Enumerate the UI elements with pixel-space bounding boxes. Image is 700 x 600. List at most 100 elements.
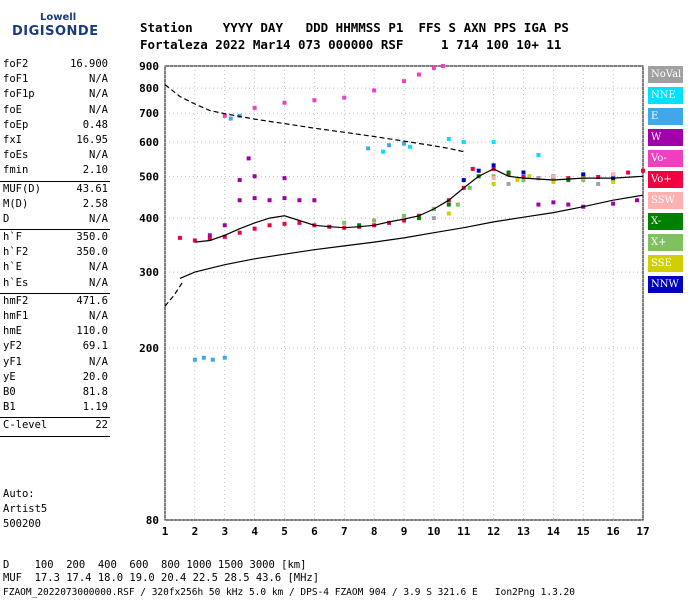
autoscaling-method: Artist5 (3, 503, 48, 515)
scatter-point (446, 136, 451, 141)
legend-item: SSE (648, 255, 683, 272)
scatter-point (455, 202, 460, 207)
scatter-point (387, 220, 392, 225)
param-row: B0 81.8 (0, 386, 110, 401)
scatter-point (461, 178, 466, 183)
y-tick-label: 400 (139, 212, 159, 225)
scatter-point (536, 152, 541, 157)
param-name: yE (3, 370, 16, 383)
x-tick-label: 2 (192, 525, 199, 538)
param-row: h`Es N/A (0, 277, 110, 292)
x-tick-label: 6 (311, 525, 318, 538)
param-divider (0, 229, 110, 231)
scatter-point (372, 88, 377, 93)
scatter-point (192, 357, 197, 362)
x-tick-label: 3 (221, 525, 228, 538)
scatter-point (551, 200, 556, 205)
param-value: N/A (89, 149, 108, 162)
param-value: 22 (95, 419, 108, 432)
scatter-point (297, 220, 302, 225)
legend-item: Vo+ (648, 171, 683, 188)
x-tick-label: 17 (636, 525, 649, 538)
scatter-point (536, 176, 541, 181)
scatter-point (626, 170, 631, 175)
param-name: foEp (3, 118, 29, 131)
scatter-point (366, 146, 371, 151)
param-name: foF2 (3, 58, 29, 70)
param-value: N/A (89, 276, 108, 289)
param-name: D (3, 212, 10, 225)
scatter-point (551, 174, 556, 179)
param-value: 43.61 (76, 182, 108, 195)
param-name: foE (3, 103, 22, 116)
legend-item: SSW (648, 192, 683, 209)
param-row: fmin 2.10 (0, 164, 110, 179)
param-value: N/A (89, 261, 108, 274)
param-name: C-level (3, 419, 48, 432)
scatter-point (177, 235, 182, 240)
scatter-point (611, 172, 616, 177)
x-tick-label: 15 (577, 525, 590, 538)
x-tick-label: 10 (427, 525, 440, 538)
param-value: 69.1 (82, 340, 108, 353)
param-name: B1 (3, 401, 16, 414)
scatter-point (210, 357, 215, 362)
scatter-point (207, 236, 212, 241)
scatter-point (222, 113, 227, 118)
scatter-point (566, 178, 571, 183)
scatter-point (596, 181, 601, 186)
y-tick-label: 200 (139, 342, 159, 355)
x-tick-label: 8 (371, 525, 378, 538)
param-value: 16.900 (70, 58, 108, 70)
scatter-point (372, 218, 377, 223)
param-row: foE N/A (0, 104, 110, 119)
header-labels: Station YYYY DAY DDD HHMMSS P1 FFS S AXN… (140, 20, 569, 35)
scatter-point (521, 178, 526, 183)
param-row: foEp 0.48 (0, 119, 110, 134)
y-tick-label: 900 (139, 60, 159, 73)
scatter-point (506, 170, 511, 175)
scatter-point (407, 144, 412, 149)
x-tick-label: 11 (457, 525, 471, 538)
param-name: foEs (3, 149, 29, 162)
scatter-point (515, 178, 520, 183)
legend-item: W (648, 129, 683, 146)
scatter-point (312, 198, 317, 203)
y-tick-label: 600 (139, 136, 159, 149)
scatter-point (635, 198, 640, 203)
param-row: foEs N/A (0, 149, 110, 164)
parameters-panel: foF2 16.900 foF1 N/A foF1p N/A foE N/A foEp 0.48 f… (0, 58, 110, 438)
scatter-point (446, 202, 451, 207)
scatter-point (222, 234, 227, 239)
scatter-point (222, 223, 227, 228)
scatter-point (527, 174, 532, 179)
scatter-point (342, 95, 347, 100)
scatter-point (207, 233, 212, 238)
scatter-point (297, 198, 302, 203)
scatter-point (222, 355, 227, 360)
scatter-point (228, 116, 233, 121)
scatter-point (267, 223, 272, 228)
y-tick-label: 800 (139, 82, 159, 95)
scatter-point (521, 170, 526, 175)
scatter-point (402, 218, 406, 223)
param-row: foF2 16.900 (0, 58, 110, 73)
scatter-point (431, 66, 436, 71)
x-tick-label: 5 (281, 525, 288, 538)
legend-item: NNE (648, 87, 683, 104)
param-row: MUF(D) 43.61 (0, 183, 110, 198)
param-row: fxI 16.95 (0, 134, 110, 149)
param-value: 1.19 (82, 401, 108, 414)
param-name: fmin (3, 164, 29, 177)
param-row: yF2 69.1 (0, 340, 110, 355)
param-name: B0 (3, 385, 16, 398)
scatter-point (491, 163, 496, 168)
param-value: N/A (89, 212, 108, 225)
curve-MUF (164, 84, 464, 153)
scatter-point (402, 141, 406, 146)
param-row: hmF2 471.6 (0, 295, 110, 310)
param-value: N/A (89, 355, 108, 368)
param-name: foF1p (3, 88, 35, 101)
legend-item: Vo- (648, 150, 683, 167)
scatter-point (596, 175, 601, 180)
